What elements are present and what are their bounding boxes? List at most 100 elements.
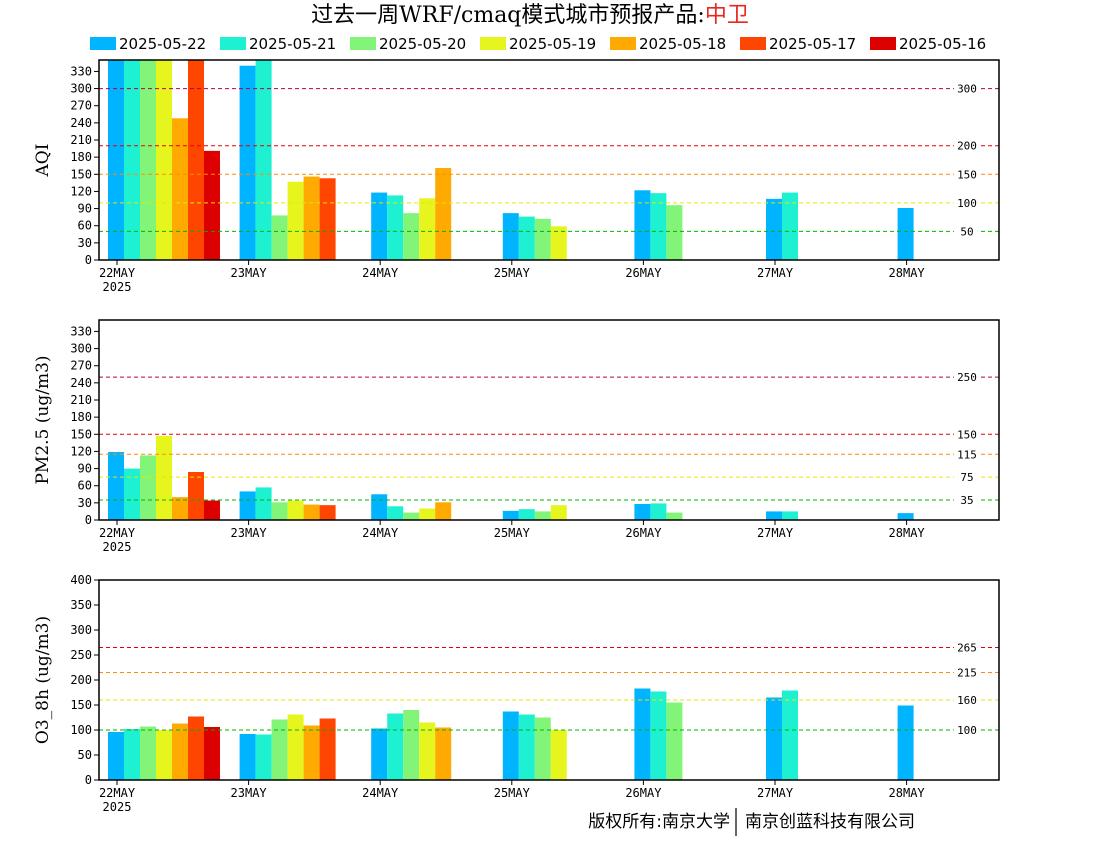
legend: 2025-05-22 2025-05-21 2025-05-20 2025-05-19… [90, 35, 986, 53]
bar [435, 168, 452, 260]
bar [239, 65, 256, 260]
bar [140, 455, 156, 520]
bar [766, 198, 782, 260]
bars [108, 436, 914, 520]
reference-label-bg [954, 225, 980, 238]
bar [371, 192, 388, 260]
bar [550, 730, 567, 780]
y-tick-label: 90 [78, 202, 92, 216]
reference-label: 50 [960, 225, 973, 238]
bar [666, 512, 683, 520]
reference-label-bg [954, 666, 980, 679]
chart-panels: 3002001501005003060901201501802102402703… [33, 59, 1000, 814]
bar [782, 511, 798, 520]
y-tick-label: 300 [70, 623, 92, 637]
legend-label: 2025-05-19 [509, 35, 596, 53]
x-tick-label: 28MAY [889, 786, 926, 800]
bar [650, 691, 667, 780]
y-axis-label: O3_8h (ug/m3) [33, 616, 53, 744]
bar [108, 60, 124, 260]
bar [782, 690, 798, 780]
bar [897, 513, 914, 520]
bar [303, 504, 320, 520]
chart-title: 过去一周WRF/cmaq模式城市预报产品:中卫 [311, 3, 749, 28]
y-tick-label: 0 [85, 253, 92, 267]
legend-item: 2025-05-22 [90, 35, 206, 53]
y-tick-label: 210 [70, 393, 92, 407]
bar [550, 505, 567, 520]
bar [387, 506, 404, 520]
x-tick-label: 23MAY [231, 266, 268, 280]
bar [419, 508, 436, 520]
x-year-label: 2025 [103, 540, 132, 554]
reference-label-bg [954, 371, 980, 384]
y-tick-label: 150 [70, 427, 92, 441]
x-tick-label: 26MAY [625, 786, 662, 800]
bar [650, 503, 667, 520]
legend-label: 2025-05-21 [249, 35, 336, 53]
bar [172, 723, 188, 780]
footer-company: 南京创蓝科技有限公司 [745, 812, 915, 832]
bar [108, 732, 124, 780]
x-tick-label: 25MAY [494, 786, 531, 800]
bar [319, 505, 336, 520]
bar [140, 60, 156, 260]
y-axis: 0 30 60 90 120 150 180 210 240 270 300 330 [70, 64, 99, 267]
bar [255, 487, 272, 520]
reference-label: 215 [957, 667, 977, 680]
y-axis-label: AQI [33, 144, 53, 178]
bar [124, 729, 140, 780]
bar [897, 208, 914, 260]
bar [239, 734, 256, 780]
plot-frame [98, 59, 1000, 261]
bar [271, 215, 288, 260]
bar [271, 502, 288, 520]
legend-swatch [610, 37, 636, 50]
reference-label: 300 [957, 83, 977, 96]
x-tick-label: 25MAY [494, 526, 531, 540]
reference-lines: 250 150 115 75 35 [99, 371, 999, 507]
y-tick-label: 200 [70, 673, 92, 687]
bar [666, 205, 683, 260]
reference-label-bg [954, 82, 980, 95]
legend-item: 2025-05-16 [870, 35, 986, 53]
bar [204, 500, 220, 520]
bar [403, 710, 420, 780]
reference-label: 150 [957, 428, 977, 441]
reference-label-bg [954, 471, 980, 484]
y-tick-label: 150 [70, 698, 92, 712]
reference-label-bg [954, 694, 980, 706]
y-tick-label: 240 [70, 116, 92, 130]
x-tick-label: 26MAY [625, 266, 662, 280]
bar [419, 722, 436, 780]
legend-swatch [480, 37, 506, 50]
y-tick-label: 60 [78, 219, 92, 233]
bar [403, 213, 420, 260]
y-tick-label: 300 [70, 342, 92, 356]
y-tick-label: 100 [70, 723, 92, 737]
bar [287, 181, 304, 260]
y-tick-label: 270 [70, 359, 92, 373]
y-tick-label: 300 [70, 82, 92, 96]
reference-label: 75 [960, 471, 973, 484]
reference-label: 115 [957, 448, 977, 461]
y-tick-label: 90 [78, 462, 92, 476]
bar [124, 60, 140, 260]
bar [271, 719, 288, 780]
y-tick-label: 30 [78, 496, 92, 510]
x-tick-label: 22MAY [99, 266, 136, 280]
y-tick-label: 180 [70, 150, 92, 164]
bar [303, 725, 320, 780]
bar [172, 118, 188, 261]
reference-label: 35 [960, 494, 973, 507]
y-tick-label: 240 [70, 376, 92, 390]
legend-item: 2025-05-21 [220, 35, 336, 53]
bar [287, 714, 304, 780]
y-tick-label: 270 [70, 99, 92, 113]
reference-label: 100 [957, 724, 977, 737]
bar [255, 734, 272, 780]
reference-label-bg [954, 724, 980, 736]
legend-label: 2025-05-17 [769, 35, 856, 53]
x-axis: 22MAY 23MAY 24MAY 25MAY 26MAY 27MAY 28MAY 2025 [99, 260, 925, 294]
